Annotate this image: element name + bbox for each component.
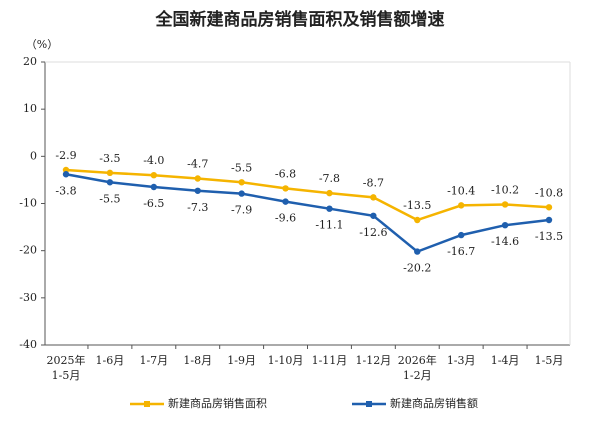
data-label: -10.4 bbox=[447, 184, 475, 197]
data-point bbox=[106, 179, 114, 186]
data-label: -6.5 bbox=[143, 197, 164, 210]
data-label: -13.5 bbox=[403, 199, 431, 212]
data-point bbox=[326, 205, 333, 212]
data-point bbox=[106, 169, 114, 177]
y-tick-label: 10 bbox=[23, 102, 37, 115]
data-point bbox=[282, 185, 289, 192]
data-label: -7.8 bbox=[319, 172, 340, 185]
data-point bbox=[414, 216, 421, 224]
data-point bbox=[545, 204, 553, 211]
data-point bbox=[370, 194, 377, 201]
data-point bbox=[501, 201, 509, 208]
y-tick-label: -10 bbox=[19, 197, 37, 210]
data-label: -13.5 bbox=[535, 230, 563, 243]
legend-label: 新建商品房销售面积 bbox=[168, 396, 267, 410]
x-tick-label: 1-5月 bbox=[534, 354, 564, 367]
x-tick-label: 1-9月 bbox=[227, 354, 256, 367]
data-label: -3.5 bbox=[99, 152, 120, 165]
data-label: -4.7 bbox=[187, 158, 208, 171]
x-tick-label: 2026年 1-2月 bbox=[397, 354, 437, 382]
x-tick-label: 1-6月 bbox=[95, 354, 125, 367]
data-label: -5.5 bbox=[231, 161, 252, 174]
data-label: -14.6 bbox=[491, 235, 519, 248]
y-tick-label: 20 bbox=[23, 55, 37, 68]
data-point bbox=[150, 172, 158, 179]
x-tick-label: 1-11月 bbox=[311, 354, 348, 367]
data-label: -4.0 bbox=[143, 154, 164, 167]
data-label: -16.7 bbox=[447, 245, 475, 258]
data-label: -10.8 bbox=[535, 186, 563, 199]
data-label: -5.5 bbox=[99, 192, 120, 205]
data-point bbox=[282, 198, 289, 205]
data-point bbox=[457, 231, 465, 239]
x-tick-label: 1-10月 bbox=[267, 354, 304, 367]
legend-marker bbox=[366, 401, 372, 407]
y-tick-label: -30 bbox=[19, 291, 37, 304]
x-tick-label: 1-12月 bbox=[355, 354, 392, 367]
x-tick-label: 1-4月 bbox=[490, 354, 520, 367]
y-tick-label: 0 bbox=[30, 149, 37, 162]
data-label: -6.8 bbox=[275, 167, 296, 180]
data-point bbox=[150, 183, 158, 191]
data-label: -20.2 bbox=[403, 262, 431, 275]
data-label: -9.6 bbox=[275, 212, 296, 225]
data-point bbox=[370, 212, 377, 219]
data-label: -7.9 bbox=[231, 204, 252, 217]
chart-title: 全国新建商品房销售面积及销售额增速 bbox=[155, 9, 445, 30]
data-point bbox=[238, 179, 245, 186]
legend-label: 新建商品房销售额 bbox=[390, 396, 478, 410]
series-line bbox=[65, 173, 550, 254]
data-label: -10.2 bbox=[491, 183, 519, 196]
series-line bbox=[65, 168, 550, 222]
x-tick-label: 2025年 1-5月 bbox=[46, 354, 86, 382]
data-label: -2.9 bbox=[55, 149, 76, 162]
data-label: -3.8 bbox=[55, 184, 76, 197]
data-label: -11.1 bbox=[315, 219, 343, 232]
legend-marker bbox=[144, 401, 150, 407]
data-label: -12.6 bbox=[359, 226, 387, 239]
data-point bbox=[62, 171, 70, 178]
data-label: -7.3 bbox=[187, 201, 208, 214]
data-point bbox=[545, 216, 553, 224]
x-tick-label: 1-7月 bbox=[139, 354, 169, 367]
data-point bbox=[414, 248, 421, 255]
y-tick-label: -20 bbox=[19, 244, 37, 257]
y-tick-label: -40 bbox=[19, 338, 37, 351]
data-label: -8.7 bbox=[363, 176, 384, 189]
data-point bbox=[326, 189, 333, 197]
y-axis-label: （%） bbox=[26, 38, 58, 51]
data-point bbox=[457, 202, 465, 209]
data-point bbox=[194, 187, 201, 194]
data-point bbox=[238, 190, 245, 197]
x-tick-label: 1-3月 bbox=[446, 354, 476, 367]
data-point bbox=[194, 175, 201, 182]
x-tick-label: 1-8月 bbox=[183, 354, 213, 367]
data-point bbox=[501, 221, 509, 229]
